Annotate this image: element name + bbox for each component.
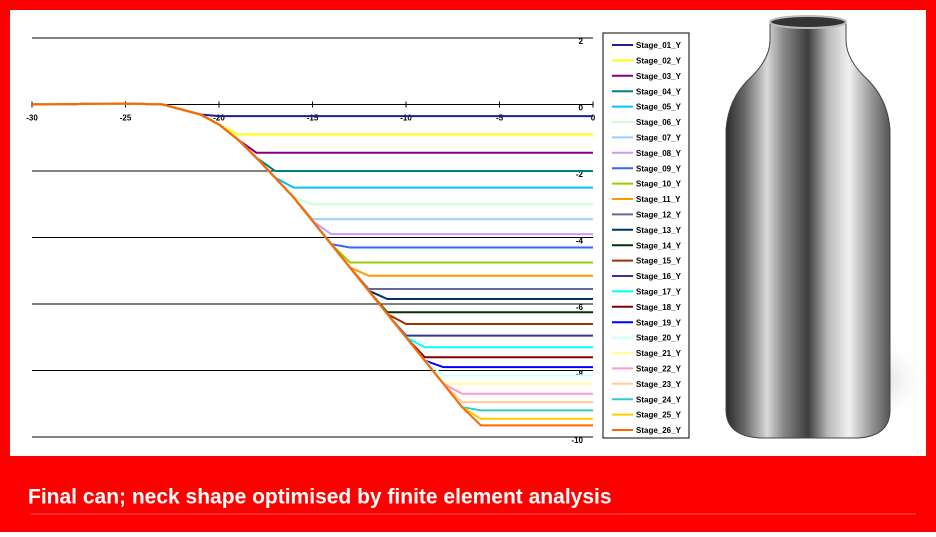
legend-label: Stage_05_Y [636,103,682,112]
x-tick-label: -10 [400,114,412,123]
legend-label: Stage_12_Y [636,211,682,220]
legend-label: Stage_04_Y [636,87,682,96]
legend-label: Stage_19_Y [636,318,682,327]
legend-label: Stage_15_Y [636,257,682,266]
legend-label: Stage_08_Y [636,149,682,158]
slide: Final can; neck shape optimised by finit… [0,0,936,532]
x-tick-label: 0 [591,114,596,123]
legend-label: Stage_26_Y [636,426,682,435]
legend-label: Stage_14_Y [636,241,682,250]
legend-label: Stage_23_Y [636,380,682,389]
legend-label: Stage_13_Y [636,226,682,235]
y-tick-label: -6 [576,303,584,312]
y-tick-label: -8 [576,370,584,379]
legend-label: Stage_11_Y [636,195,681,204]
x-tick-label: -25 [120,114,132,123]
legend-label: Stage_24_Y [636,395,682,404]
legend-label: Stage_03_Y [636,72,682,81]
legend-label: Stage_10_Y [636,180,682,189]
legend-label: Stage_02_Y [636,57,682,66]
legend-label: Stage_09_Y [636,164,682,173]
x-tick-label: -5 [496,114,504,123]
legend-label: Stage_07_Y [636,134,682,143]
x-tick-label: -15 [307,114,319,123]
legend-label: Stage_16_Y [636,272,682,281]
y-tick-label: 0 [579,104,584,113]
legend-label: Stage_20_Y [636,334,682,343]
legend-label: Stage_22_Y [636,365,682,374]
x-tick-label: -30 [26,114,38,123]
legend-label: Stage_18_Y [636,303,682,312]
y-tick-label: 2 [579,37,584,46]
y-tick-label: -4 [576,237,584,246]
y-tick-label: -10 [571,436,583,445]
legend-label: Stage_21_Y [636,349,682,358]
legend-label: Stage_01_Y [636,41,682,50]
legend-label: Stage_17_Y [636,288,682,297]
legend-label: Stage_06_Y [636,118,682,127]
caption: Final can; neck shape optimised by finit… [28,486,612,509]
legend-label: Stage_25_Y [636,411,682,420]
